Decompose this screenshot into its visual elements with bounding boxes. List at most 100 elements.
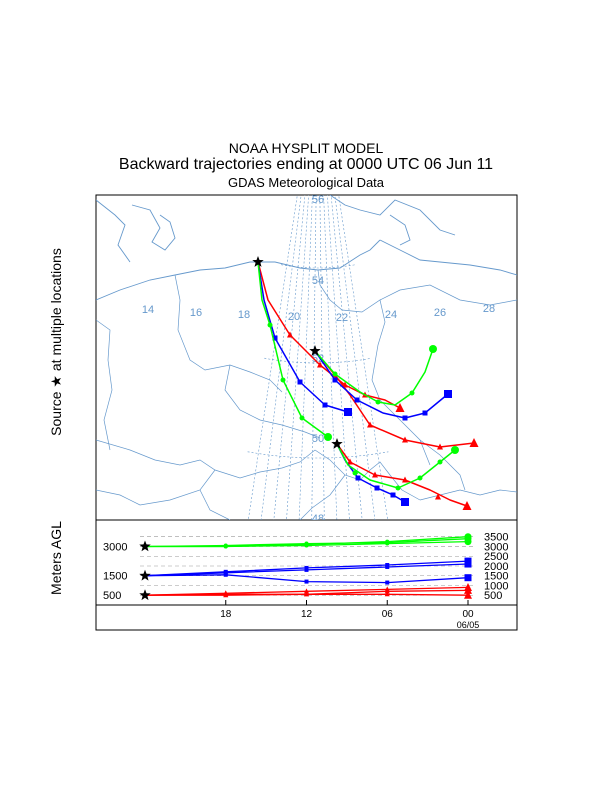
trajectory-marker-center-1500m xyxy=(444,390,452,398)
left-y-tick-label: 1500 xyxy=(103,571,127,583)
trajectory-marker-south-1500m xyxy=(355,475,361,481)
trajectory-marker-center-500m xyxy=(367,421,373,428)
lon-tick-label: 16 xyxy=(190,307,202,319)
height-marker-3000m-c xyxy=(223,544,228,549)
trajectory-marker-north-1500m xyxy=(322,402,328,408)
x-tick-label: 06 xyxy=(382,609,394,620)
map-layer: 14 16 18 20 22 24 26 28 56 54 52 50 48 xyxy=(96,171,517,525)
right-y-tick-label: 3500 xyxy=(484,532,508,544)
right-y-tick-label: 500 xyxy=(484,590,502,602)
left-y-tick-label: 3000 xyxy=(103,541,127,553)
height-marker-3000m-c xyxy=(464,538,472,546)
trajectory-marker-south-500m xyxy=(462,501,472,510)
height-source-star xyxy=(139,589,151,601)
height-source-star xyxy=(139,540,151,552)
trajectory-marker-center-3000m xyxy=(409,390,415,396)
x-tick-label: 18 xyxy=(220,609,232,620)
height-marker-1500m-b xyxy=(304,567,309,572)
lon-tick-label: 18 xyxy=(238,309,250,321)
trajectory-marker-center-3000m xyxy=(429,345,437,353)
lat-tick-label: 48 xyxy=(312,513,324,525)
coastline xyxy=(96,199,131,263)
trajectory-marker-north-500m xyxy=(317,361,323,368)
coastline xyxy=(379,239,517,276)
trajectory-marker-north-3000m xyxy=(280,377,286,383)
lon-tick-label: 24 xyxy=(385,309,397,321)
lon-tick-label: 26 xyxy=(434,307,446,319)
trajectory-marker-south-500m xyxy=(435,493,441,500)
trajectory-north-1500m xyxy=(257,261,349,413)
coastline xyxy=(131,204,176,251)
lat-tick-label: 56 xyxy=(312,194,324,206)
trajectory-marker-north-500m xyxy=(287,331,293,338)
left-y-tick-label: 500 xyxy=(103,590,121,602)
country-border xyxy=(224,364,321,439)
country-border xyxy=(379,284,517,306)
height-marker-500m-c xyxy=(304,591,309,597)
height-marker-1500m-c xyxy=(464,574,472,582)
country-border xyxy=(419,489,517,501)
trajectory-marker-north-3000m xyxy=(267,322,273,328)
country-border xyxy=(419,439,466,491)
source-star-source-north xyxy=(252,256,264,267)
height-marker-500m-a xyxy=(304,588,309,594)
chart-title: Backward trajectories ending at 0000 UTC… xyxy=(118,156,494,173)
height-marker-1500m-c xyxy=(385,580,390,585)
lon-tick-label: 22 xyxy=(336,312,348,324)
height-marker-3000m-c xyxy=(304,543,309,548)
lon-gridline xyxy=(247,195,298,520)
right-y-tick-label: 1500 xyxy=(484,571,508,583)
country-border xyxy=(199,489,231,520)
trajectory-marker-north-500m xyxy=(395,403,405,412)
trajectory-marker-south-3000m xyxy=(451,446,459,454)
lon-gridline xyxy=(327,195,350,520)
trajectory-marker-south-3000m xyxy=(437,459,443,465)
height-marker-500m-b xyxy=(464,585,472,594)
coastline xyxy=(96,261,258,301)
height-marker-500m-c xyxy=(464,590,472,599)
trajectory-marker-south-3000m xyxy=(417,475,423,481)
height-marker-500m-c xyxy=(384,591,390,597)
lon-gridline xyxy=(330,195,363,520)
trajectory-marker-south-1500m xyxy=(401,498,409,506)
trajectory-south-3000m xyxy=(336,443,456,489)
model-title: NOAA HYSPLIT MODEL xyxy=(228,140,384,156)
right-y-tick-label: 2500 xyxy=(484,551,508,563)
trajectory-marker-center-500m xyxy=(469,438,479,447)
trajectory-marker-center-500m xyxy=(437,443,443,450)
lon-gridline xyxy=(323,195,338,520)
trajectory-marker-north-3000m xyxy=(324,433,332,441)
country-border xyxy=(96,319,113,451)
trajectory-marker-south-3000m xyxy=(395,485,401,491)
height-marker-1500m-b xyxy=(464,560,472,568)
lat-tick-label: 52 xyxy=(312,353,324,365)
height-source-star xyxy=(139,569,151,581)
height-marker-1500m-b xyxy=(385,564,390,569)
x-tick-label: 00 xyxy=(462,609,474,620)
trajectory-marker-south-500m xyxy=(372,471,378,478)
data-source-title: GDAS Meteorological Data xyxy=(227,175,385,190)
country-border xyxy=(96,439,316,479)
trajectory-marker-center-3000m xyxy=(332,371,338,377)
lon-tick-label: 28 xyxy=(483,303,495,315)
x-date-label: 06/05 xyxy=(457,620,480,630)
lat-gridline xyxy=(247,451,389,459)
trajectory-marker-south-3000m xyxy=(352,470,358,476)
lon-tick-label: 20 xyxy=(288,311,300,323)
lon-gridline xyxy=(334,195,376,520)
trajectory-marker-center-3000m xyxy=(375,399,381,405)
trajectory-marker-center-500m xyxy=(402,436,408,443)
trajectory-marker-south-500m xyxy=(347,458,353,465)
lon-gridline xyxy=(260,195,302,520)
trajectory-marker-south-1500m xyxy=(390,492,396,498)
trajectory-marker-center-1500m xyxy=(332,377,338,383)
lat-gridline xyxy=(298,171,338,173)
height-marker-1500m-c xyxy=(223,572,228,577)
trajectory-marker-south-1500m xyxy=(374,485,380,491)
trajectory-marker-north-1500m xyxy=(272,335,278,341)
height-marker-1500m-c xyxy=(304,579,309,584)
lon-gridline xyxy=(319,195,325,520)
trajectory-north-500m xyxy=(257,261,401,409)
lon-gridline xyxy=(286,195,309,520)
